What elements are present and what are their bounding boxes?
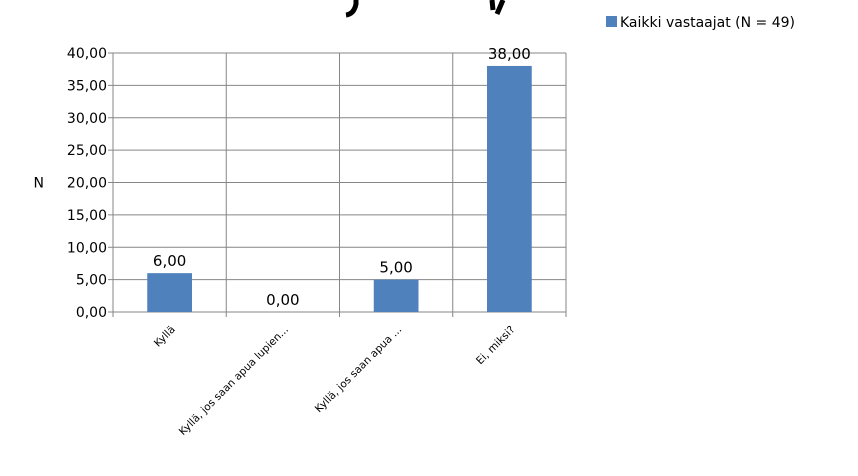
gridlines [113, 52, 567, 312]
data-label: 6,00 [153, 252, 186, 270]
y-tick-label: 30,00 [67, 111, 107, 127]
y-tick-label: 40,00 [67, 46, 107, 62]
title-fragment [345, 0, 506, 18]
y-tick-label: 15,00 [67, 208, 107, 224]
bars [147, 65, 532, 312]
y-tick-label: 5,00 [76, 273, 107, 289]
category-label: Kyllä, jos saan apua ... [313, 324, 404, 415]
data-label: 0,00 [266, 291, 299, 309]
y-tick-label: 20,00 [67, 176, 107, 192]
legend-label: Kaikki vastaajat (N = 49) [620, 15, 795, 31]
category-label: Ei, miksi? [474, 324, 517, 367]
bar [147, 273, 192, 312]
y-axis-title: N [34, 176, 44, 192]
y-tick-label: 10,00 [67, 240, 107, 256]
category-label: Kyllä, jos saan apua lupien... [177, 324, 291, 438]
y-tick-label: 35,00 [67, 78, 107, 94]
y-tick-label: 25,00 [67, 143, 107, 159]
y-tick-label: 0,00 [76, 305, 107, 321]
data-label: 38,00 [488, 45, 531, 63]
data-label: 5,00 [379, 259, 412, 277]
legend: Kaikki vastaajat (N = 49) [606, 15, 795, 31]
bar [373, 279, 419, 312]
bar [487, 65, 532, 312]
labels: 0,00 5,00 10,00 15,00 20,00 25,00 30,00 35,00 40… [34, 45, 531, 438]
category-label: Kyllä [152, 324, 178, 350]
legend-swatch [606, 16, 617, 27]
